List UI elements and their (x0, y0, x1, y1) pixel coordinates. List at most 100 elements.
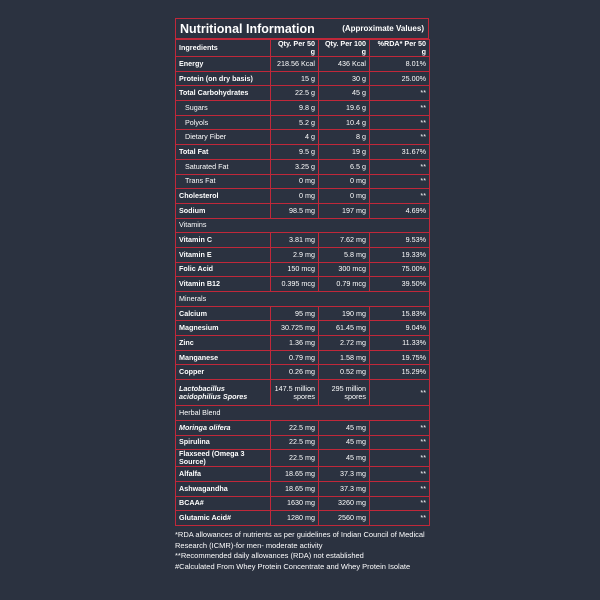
section-label: Minerals (175, 291, 430, 307)
value-cell: 37.3 mg (318, 466, 370, 482)
ingredient-cell: Total Carbohydrates (175, 85, 271, 102)
table-row: Total Carbohydrates 22.5 g 45 g ** (175, 85, 430, 102)
ingredient-cell: Ashwagandha (175, 480, 271, 497)
table-row: Polyols 5.2 g 10.4 g ** (175, 114, 430, 131)
section-label: Vitamins (175, 217, 430, 234)
ingredient-cell: Polyols (175, 114, 271, 131)
section-label: Herbal Blend (175, 405, 430, 421)
ingredient-cell: Total Fat (175, 144, 271, 160)
value-cell: ** (369, 188, 430, 204)
ingredient-cell: Sodium (175, 202, 271, 219)
value-cell: 2.9 mg (270, 246, 319, 263)
table-row: Flaxseed (Omega 3 Source) 22.5 mg 45 mg ** (175, 449, 430, 468)
value-cell: 2560 mg (318, 510, 370, 526)
ingredient-cell: Protein (on dry basis) (175, 70, 271, 87)
value-cell: 0 mg (318, 188, 370, 204)
ingredient-cell: Folic Acid (175, 261, 271, 278)
value-cell: 19.75% (369, 349, 430, 366)
value-cell: 45 g (318, 85, 370, 102)
value-cell: ** (369, 480, 430, 497)
table-subtitle: (Approximate Values) (342, 24, 424, 33)
table-row: Vitamin B12 0.395 mcg 0.79 mcg 39.50% (175, 276, 430, 292)
header-row: Ingredients Qty. Per 50 g Qty. Per 100 g %R… (175, 39, 430, 57)
table-row: Saturated Fat 3.25 g 6.5 g ** (175, 158, 430, 175)
value-cell: 197 mg (318, 202, 370, 219)
ingredient-cell: Magnesium (175, 320, 271, 337)
table-row: BCAA# 1630 mg 3260 mg ** (175, 495, 430, 512)
ingredient-cell: Vitamin B12 (175, 276, 271, 292)
table-row: Lactobacillus acidophilius Spores 147.5 m… (175, 379, 430, 407)
value-cell: 39.50% (369, 276, 430, 292)
value-cell: ** (369, 449, 430, 468)
table-row: Vitamin C 3.81 mg 7.62 mg 9.53% (175, 232, 430, 248)
footnote: **Recommended daily allowances (RDA) not… (175, 551, 364, 560)
value-cell: ** (369, 495, 430, 512)
table-row: Spirulina 22.5 mg 45 mg ** (175, 434, 430, 451)
value-cell: 9.5 g (270, 144, 319, 160)
value-cell: 18.65 mg (270, 480, 319, 497)
value-cell: 1.58 mg (318, 349, 370, 366)
value-cell: 0 mg (270, 188, 319, 204)
table-row: Trans Fat 0 mg 0 mg ** (175, 173, 430, 190)
footnote: #Calculated From Whey Protein Concentrat… (175, 561, 411, 571)
value-cell: ** (369, 466, 430, 482)
value-cell: 30.725 mg (270, 320, 319, 337)
value-cell: 0.26 mg (270, 364, 319, 381)
table-row: Moringa olifera 22.5 mg 45 mg ** (175, 419, 430, 436)
value-cell: 300 mcg (318, 261, 370, 278)
value-cell: ** (369, 510, 430, 526)
value-cell: 18.65 mg (270, 466, 319, 482)
value-cell: 218.56 Kcal (270, 56, 319, 72)
value-cell: 6.5 g (318, 158, 370, 175)
value-cell: 150 mcg (270, 261, 319, 278)
nutrition-panel: Nutritional Information (Approximate Val… (175, 18, 430, 526)
title-bar: Nutritional Information (Approximate Val… (175, 18, 429, 39)
table-row: Energy 218.56 Kcal 436 Kcal 8.01% (175, 56, 430, 72)
value-cell: ** (369, 85, 430, 102)
ingredient-cell: Cholesterol (175, 188, 271, 204)
value-cell: 10.4 g (318, 114, 370, 131)
value-cell: 15 g (270, 70, 319, 87)
value-cell: 19 g (318, 144, 370, 160)
table-row: Glutamic Acid# 1280 mg 2560 mg ** (175, 510, 430, 526)
value-cell: 30 g (318, 70, 370, 87)
value-cell: 0.79 mg (270, 349, 319, 366)
table-row: Folic Acid 150 mcg 300 mcg 75.00% (175, 261, 430, 278)
value-cell: 19.33% (369, 246, 430, 263)
value-cell: 75.00% (369, 261, 430, 278)
ingredient-cell: Vitamin E (175, 246, 271, 263)
value-cell: 25.00% (369, 70, 430, 87)
value-cell: 0.52 mg (318, 364, 370, 381)
table-title: Nutritional Information (180, 21, 315, 36)
value-cell: 1630 mg (270, 495, 319, 512)
ingredient-cell: Dietary Fiber (175, 129, 271, 146)
ingredient-cell: Energy (175, 56, 271, 72)
ingredient-cell: Lactobacillus acidophilius Spores (175, 379, 271, 407)
value-cell: 15.83% (369, 305, 430, 322)
value-cell: 1.36 mg (270, 335, 319, 351)
value-cell: ** (369, 419, 430, 436)
footnotes: *RDA allowances of nutrients as per guid… (175, 530, 435, 572)
value-cell: 37.3 mg (318, 480, 370, 497)
value-cell: 45 mg (318, 449, 370, 468)
table-row: Alfalfa 18.65 mg 37.3 mg ** (175, 466, 430, 482)
table-row: Sodium 98.5 mg 197 mg 4.69% (175, 202, 430, 219)
value-cell: 0 mg (270, 173, 319, 190)
footnote: *RDA allowances of nutrients as per guid… (175, 530, 425, 550)
ingredient-cell: Manganese (175, 349, 271, 366)
ingredient-cell: Glutamic Acid# (175, 510, 271, 526)
value-cell: 11.33% (369, 335, 430, 351)
value-cell: 22.5 g (270, 85, 319, 102)
value-cell: ** (369, 434, 430, 451)
value-cell: 61.45 mg (318, 320, 370, 337)
table-row: Zinc 1.36 mg 2.72 mg 11.33% (175, 335, 430, 351)
nutrition-table: Ingredients Qty. Per 50 g Qty. Per 100 g %R… (175, 39, 430, 526)
value-cell: ** (369, 158, 430, 175)
value-cell: 147.5 million spores (270, 379, 319, 407)
value-cell: 95 mg (270, 305, 319, 322)
value-cell: 1280 mg (270, 510, 319, 526)
value-cell: 45 mg (318, 419, 370, 436)
value-cell: 22.5 mg (270, 419, 319, 436)
